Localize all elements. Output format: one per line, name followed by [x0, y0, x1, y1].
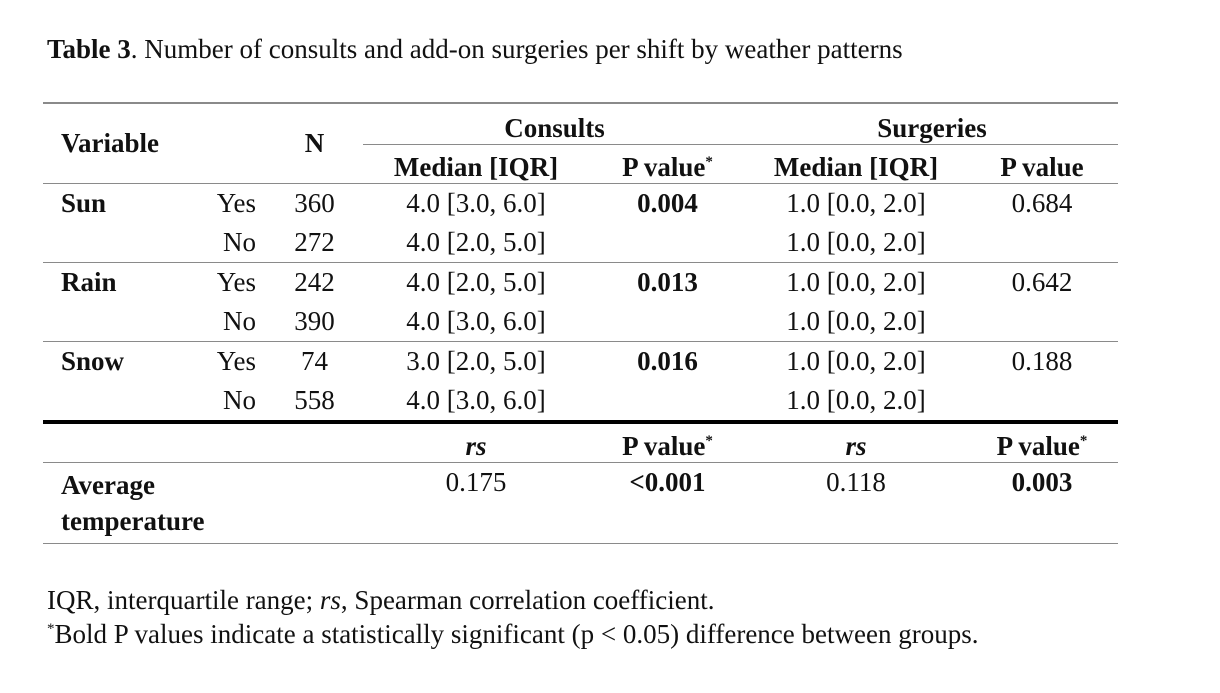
header-consults-pvalue-text: P value [622, 152, 706, 182]
header-consults-median: Median [IQR] [393, 152, 559, 182]
row-variable [43, 302, 188, 342]
row-n: 242 [266, 262, 363, 302]
row-surgeries-pvalue [966, 381, 1118, 422]
row-surgeries-pvalue [966, 302, 1118, 342]
row-surgeries-pvalue: 0.684 [966, 183, 1118, 223]
row-surgeries-median: 1.0 [0.0, 2.0] [746, 262, 966, 302]
footnote-significance-text: Bold P values indicate a statistically s… [54, 619, 979, 649]
row-variable [43, 223, 188, 263]
row-surgeries-pvalue: 0.642 [966, 262, 1118, 302]
header-variable: Variable [43, 102, 266, 184]
row-group: Yes [188, 341, 266, 381]
footnote-abbr-rs: rs [319, 585, 341, 615]
row-variable: Sun [43, 183, 188, 223]
row-consults-pvalue: 0.004 [589, 183, 746, 223]
caption-text: . Number of consults and add-on surgerie… [130, 34, 903, 64]
row-consults-median: 4.0 [3.0, 6.0] [363, 183, 589, 223]
results-table: Variable N Consults Surgeries Median [IQ… [43, 102, 1118, 544]
temperature-consults-rs: 0.175 [363, 462, 589, 544]
header-consults-corr-pvalue: P value* [589, 420, 746, 463]
temperature-label-line1: Average [61, 470, 155, 500]
row-group: Yes [188, 183, 266, 223]
row-variable: Rain [43, 262, 188, 302]
results-table-container: Variable N Consults Surgeries Median [IQ… [43, 102, 1118, 544]
row-n: 74 [266, 341, 363, 381]
temperature-row: Average temperature 0.175 <0.001 0.118 0.… [43, 462, 1118, 544]
temperature-label: Average temperature [43, 462, 363, 544]
header-consults-pvalue: P value* [589, 145, 746, 184]
temperature-surgeries-rs: 0.118 [746, 462, 966, 544]
temperature-surgeries-pvalue: 0.003 [966, 462, 1118, 544]
table-row: No 558 4.0 [3.0, 6.0] 1.0 [0.0, 2.0] [43, 381, 1118, 422]
header-row-1: Variable N Consults Surgeries [43, 102, 1118, 184]
table-row: No 272 4.0 [2.0, 5.0] 1.0 [0.0, 2.0] [43, 223, 1118, 263]
table-row: Rain Yes 242 4.0 [2.0, 5.0] 0.013 1.0 [0… [43, 262, 1118, 302]
header-surgeries-corr-pvalue: P value* [966, 420, 1118, 463]
header-consults: Consults [363, 102, 746, 145]
footnote-significance: *Bold P values indicate a statistically … [47, 617, 978, 651]
table-row: No 390 4.0 [3.0, 6.0] 1.0 [0.0, 2.0] [43, 302, 1118, 342]
row-consults-pvalue [589, 223, 746, 263]
row-consults-pvalue: 0.016 [589, 341, 746, 381]
caption-label: Table 3 [47, 34, 131, 64]
header-surgeries-rs: rs [746, 420, 966, 463]
footnote-abbreviations: IQR, interquartile range; rs, Spearman c… [47, 583, 978, 617]
footnote-abbr-part2: , Spearman correlation coefficient. [340, 585, 715, 615]
header-surgeries-median: Median [IQR] [773, 152, 939, 182]
row-surgeries-median: 1.0 [0.0, 2.0] [786, 227, 926, 257]
correlation-header-blank [43, 420, 363, 463]
row-consults-median: 4.0 [2.0, 5.0] [406, 227, 546, 257]
table-row: Snow Yes 74 3.0 [2.0, 5.0] 0.016 1.0 [0.… [43, 341, 1118, 381]
header-surgeries-pvalue: P value [1000, 152, 1084, 182]
header-consults-corr-pvalue-text: P value [622, 431, 706, 461]
row-surgeries-median: 1.0 [0.0, 2.0] [786, 306, 926, 336]
header-consults-pvalue-asterisk: * [705, 154, 713, 170]
row-n: 360 [266, 183, 363, 223]
header-consults-rs: rs [363, 420, 589, 463]
header-surgeries-corr-pvalue-text: P value [996, 431, 1080, 461]
row-n: 558 [294, 385, 335, 415]
header-n: N [266, 102, 363, 184]
row-group: No [223, 227, 256, 257]
row-consults-pvalue [589, 302, 746, 342]
header-surgeries-corr-asterisk: * [1079, 433, 1088, 449]
header-surgeries: Surgeries [746, 102, 1118, 145]
row-consults-median: 4.0 [3.0, 6.0] [406, 385, 546, 415]
row-consults-pvalue [589, 381, 746, 422]
row-surgeries-pvalue: 0.188 [966, 341, 1118, 381]
row-group: No [223, 385, 256, 415]
row-surgeries-pvalue [966, 223, 1118, 263]
row-consults-median: 4.0 [3.0, 6.0] [406, 306, 546, 336]
temperature-label-line2: temperature [61, 506, 205, 536]
row-surgeries-median: 1.0 [0.0, 2.0] [746, 183, 966, 223]
row-group: Yes [188, 262, 266, 302]
row-group: No [223, 306, 256, 336]
table-row: Sun Yes 360 4.0 [3.0, 6.0] 0.004 1.0 [0.… [43, 183, 1118, 223]
header-consults-corr-asterisk: * [705, 433, 713, 449]
row-variable [43, 381, 188, 422]
table-caption: Table 3. Number of consults and add-on s… [47, 31, 903, 67]
row-consults-median: 3.0 [2.0, 5.0] [363, 341, 589, 381]
row-consults-pvalue: 0.013 [589, 262, 746, 302]
footnotes: IQR, interquartile range; rs, Spearman c… [47, 583, 978, 651]
row-surgeries-median: 1.0 [0.0, 2.0] [746, 341, 966, 381]
correlation-header-row: rs P value* rs P value* [43, 420, 1118, 463]
row-variable: Snow [43, 341, 188, 381]
footnote-asterisk: * [47, 621, 55, 637]
header-row-2: Median [IQR] P value* Median [IQR] P val… [43, 145, 1118, 184]
row-consults-median: 4.0 [2.0, 5.0] [363, 262, 589, 302]
row-n: 390 [294, 306, 335, 336]
footnote-abbr-part1: IQR, interquartile range; [47, 585, 320, 615]
temperature-consults-pvalue: <0.001 [589, 462, 746, 544]
row-surgeries-median: 1.0 [0.0, 2.0] [786, 385, 926, 415]
row-n: 272 [294, 227, 335, 257]
